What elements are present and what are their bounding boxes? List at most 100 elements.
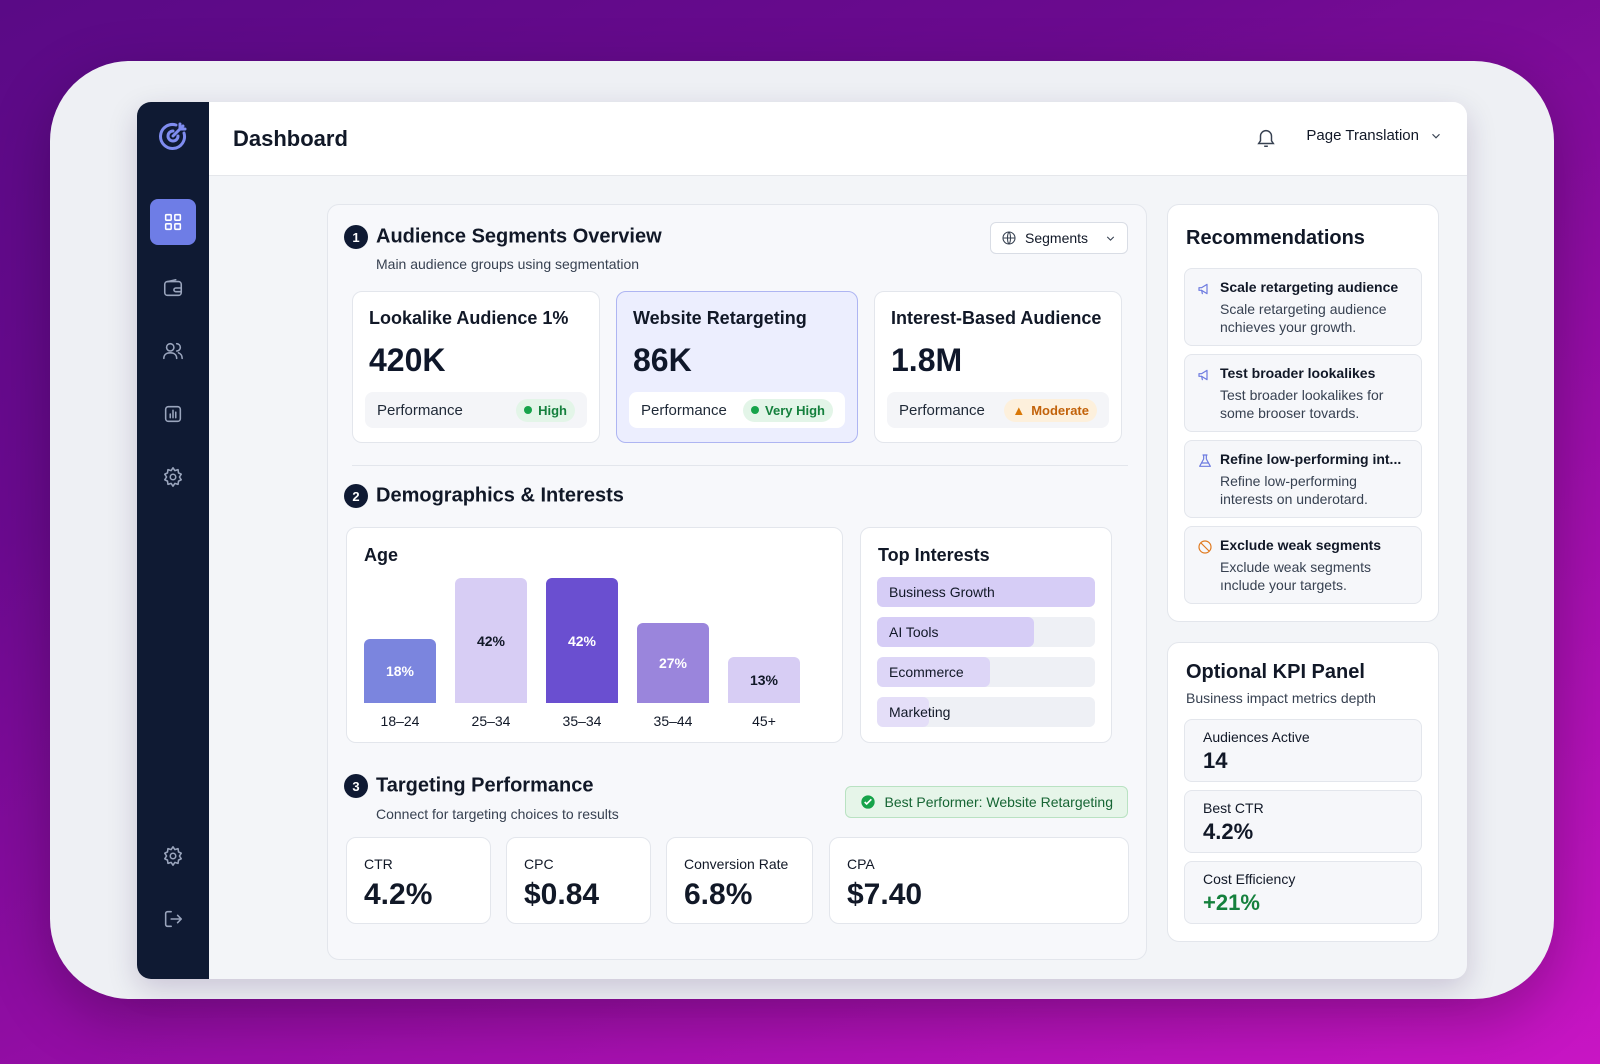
recommendation-title: Scale retargeting audience — [1220, 279, 1399, 295]
kpi-label: Audiences Active — [1203, 729, 1310, 745]
metric-value: $0.84 — [524, 878, 600, 911]
bar-value-label: 42% — [476, 632, 506, 649]
recommendation-item[interactable]: Scale retargeting audience Scale retarge… — [1184, 268, 1422, 346]
page-title: Dashboard — [233, 126, 348, 151]
page-translation-dropdown[interactable]: Page Translation — [1306, 127, 1443, 144]
target-logo-icon — [157, 120, 189, 152]
interest-row: Business Growth — [877, 577, 1095, 607]
section-subtitle: Main audience groups using segmentation — [376, 256, 640, 272]
bar-category-label: 18–24 — [380, 713, 420, 729]
performance-row: Performance Very High — [629, 392, 845, 428]
status-badge-text: High — [538, 402, 567, 418]
section-number: 1 — [344, 225, 368, 249]
grid-icon — [164, 213, 182, 231]
bar-category-label: 25–34 — [471, 713, 511, 729]
recommendation-description: Exclude weak segments ınclude your targe… — [1220, 559, 1371, 593]
best-performer-text: Best Performer: Website Retargeting — [884, 794, 1113, 810]
recommendation-item[interactable]: Test broader lookalikes Test broader loo… — [1184, 354, 1422, 432]
status-badge: ▲ Moderate — [1004, 398, 1097, 422]
sidebar-item-preferences[interactable] — [150, 833, 196, 879]
segments-heading: 1 Audience Segments Overview — [344, 225, 662, 249]
top-bar: Dashboard Page Translation — [209, 102, 1467, 176]
status-badge-text: Very High — [765, 402, 825, 418]
segment-card-selected[interactable]: Website Retargeting 86K Performance Very… — [616, 291, 858, 443]
segment-card[interactable]: Interest-Based Audience 1.8M Performance… — [874, 291, 1122, 443]
sidebar-item-wallet[interactable] — [150, 265, 196, 311]
metric-value: 6.8% — [684, 878, 753, 911]
logout-icon — [164, 910, 183, 928]
section-number: 2 — [344, 484, 368, 508]
warning-icon: ▲ — [1012, 402, 1026, 418]
section-subtitle: Connect for targeting choices to results — [376, 806, 619, 822]
interest-bar-fill — [877, 617, 1034, 647]
kpi-panel: Optional KPI Panel Business impact metri… — [1167, 642, 1439, 942]
bar-category-label: 35–44 — [653, 713, 693, 729]
kpi-title: Optional KPI Panel — [1186, 661, 1365, 683]
interest-label: Marketing — [889, 704, 951, 720]
kpi-value: 4.2% — [1203, 819, 1254, 844]
status-dot-icon — [524, 406, 533, 414]
kpi-item: Cost Efficiency +21% — [1184, 861, 1422, 924]
status-badge-text: Moderate — [1031, 402, 1089, 418]
kpi-label: Cost Efficiency — [1203, 871, 1296, 887]
demographics-heading: 2 Demographics & Interests — [344, 484, 624, 508]
metric-label: CTR — [364, 856, 393, 872]
gear-icon — [163, 467, 183, 487]
recommendation-description: Test broader lookalikes for some brooser… — [1220, 387, 1384, 421]
segment-title: Lookalike Audience 1% — [369, 308, 569, 328]
recommendation-item[interactable]: Refine low-performing int... Refine low-… — [1184, 440, 1422, 518]
performance-label: Performance — [899, 401, 985, 419]
settings-icon — [163, 846, 183, 866]
performance-label: Performance — [377, 401, 463, 419]
status-badge: High — [516, 398, 575, 422]
interest-bar-fill — [877, 657, 991, 687]
age-bar: 42% — [546, 578, 618, 703]
interest-bar-fill — [877, 697, 930, 727]
kpi-item: Audiences Active 14 — [1184, 719, 1422, 782]
app-window: Dashboard Page Translation 1 Audience Seg… — [137, 102, 1467, 979]
chart-title: Age — [364, 545, 399, 565]
metric-card-cpc: CPC $0.84 — [506, 837, 651, 924]
age-bar: 27% — [637, 623, 709, 703]
sidebar-item-reports[interactable] — [150, 391, 196, 437]
segment-value: 420K — [369, 342, 446, 378]
segment-card[interactable]: Lookalike Audience 1% 420K Performance H… — [352, 291, 600, 443]
age-bar-chart: 18% 18–24 42% 25–34 42% 35–34 27% 35–44 13% 45+ — [364, 578, 824, 729]
kpi-value: +21% — [1203, 890, 1260, 915]
segments-dropdown[interactable]: Segments — [990, 222, 1128, 254]
megaphone-icon — [1197, 281, 1213, 297]
section-title: Targeting Performance — [376, 774, 594, 797]
section-title: Demographics & Interests — [376, 484, 624, 507]
segment-value: 86K — [633, 342, 692, 378]
section-number: 3 — [344, 774, 368, 798]
metric-label: Conversion Rate — [684, 856, 789, 872]
age-bar: 18% — [364, 639, 436, 703]
status-dot-icon — [751, 406, 760, 414]
bar-value-label: 13% — [749, 672, 779, 688]
sidebar-item-dashboard[interactable] — [150, 199, 196, 245]
chevron-down-icon — [1106, 235, 1115, 241]
chevron-down-icon — [1432, 133, 1440, 139]
bar-value-label: 42% — [567, 632, 597, 649]
metric-value: 4.2% — [364, 878, 433, 911]
interest-bar-fill — [877, 577, 1095, 607]
interest-label: Ecommerce — [889, 664, 964, 680]
sidebar-item-logout[interactable] — [150, 896, 196, 942]
metric-card-conversion: Conversion Rate 6.8% — [666, 837, 813, 924]
bar-category-label: 45+ — [752, 713, 776, 729]
page-translation-label: Page Translation — [1306, 127, 1419, 144]
age-chart-card: Age 18% 18–24 42% 25–34 42% 35–34 27% 35–44 13% 4… — [346, 527, 843, 743]
age-bar: 42% — [455, 578, 527, 703]
chart-icon — [164, 405, 182, 423]
sidebar-item-users[interactable] — [150, 328, 196, 374]
notifications-button[interactable] — [1255, 127, 1277, 149]
best-performer-badge: Best Performer: Website Retargeting — [845, 786, 1128, 818]
sidebar-item-settings[interactable] — [150, 454, 196, 500]
bell-icon — [1257, 130, 1275, 147]
metric-label: CPA — [847, 856, 875, 872]
segment-value: 1.8M — [891, 342, 963, 378]
metric-card-ctr: CTR 4.2% — [346, 837, 491, 924]
flask-icon — [1197, 453, 1213, 469]
metric-card-cpa: CPA $7.40 — [829, 837, 1129, 924]
recommendation-item[interactable]: Exclude weak segments Exclude weak segme… — [1184, 526, 1422, 604]
